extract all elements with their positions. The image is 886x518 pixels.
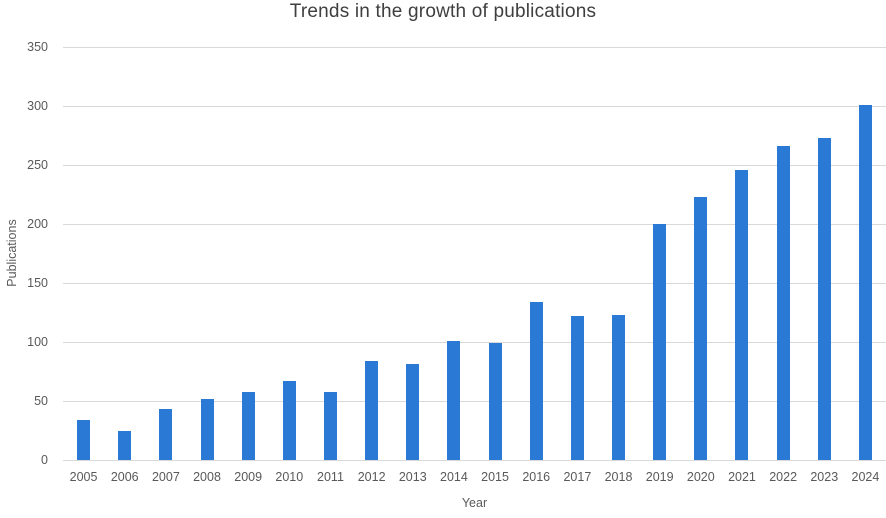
bar-2016 [529, 301, 543, 460]
bar-2006 [118, 430, 132, 460]
bar-2024 [858, 104, 872, 460]
bar-2020 [694, 196, 708, 460]
gridline-200 [63, 223, 886, 225]
x-axis-title: Year [461, 496, 488, 510]
bar-2010 [282, 380, 296, 460]
bar-2018 [612, 314, 626, 460]
x-tick-label-2022: 2022 [769, 470, 798, 484]
bar-2011 [323, 391, 337, 460]
y-tick-label-150: 150 [27, 275, 48, 290]
x-tick-label-2017: 2017 [563, 470, 592, 484]
bar-2019 [653, 224, 667, 460]
x-tick-label-2016: 2016 [522, 470, 551, 484]
x-tick-label-2010: 2010 [275, 470, 304, 484]
x-tick-label-2014: 2014 [440, 470, 468, 484]
x-tick-label-2009: 2009 [234, 470, 263, 484]
x-tick-label-2008: 2008 [193, 470, 221, 484]
chart-title: Trends in the growth of publications [289, 1, 597, 22]
bar-2021 [735, 169, 749, 460]
x-tick-label-2012: 2012 [357, 470, 386, 484]
x-tick-label-2020: 2020 [686, 470, 715, 484]
y-tick-label-250: 250 [27, 157, 48, 172]
x-tick-label-2007: 2007 [151, 470, 180, 484]
x-tick-label-2018: 2018 [604, 470, 633, 484]
x-tick-label-2015: 2015 [481, 470, 509, 484]
x-tick-label-2021: 2021 [728, 470, 756, 484]
bar-2008 [200, 398, 214, 460]
x-tick-label-2013: 2013 [398, 470, 427, 484]
x-tick-label-2006: 2006 [110, 470, 139, 484]
bar-2015 [488, 343, 502, 460]
bar-2012 [365, 360, 379, 460]
bar-2017 [570, 316, 584, 460]
gridline-350 [63, 46, 886, 48]
y-tick-label-350: 350 [27, 39, 48, 54]
y-axis-tick-labels: 0 50 100 150 200 250 300 350 [0, 40, 48, 467]
x-tick-label-2019: 2019 [645, 470, 674, 484]
x-tick-label-2024: 2024 [851, 470, 880, 484]
gridline-300 [63, 105, 886, 107]
gridline-50 [63, 400, 886, 402]
plot-area [63, 46, 886, 461]
x-tick-label-2005: 2005 [69, 470, 98, 484]
x-axis-tick-labels: 2005 2006 2007 2008 2009 2010 2011 2012 2013 2014… [63, 470, 886, 487]
bar-2005 [77, 419, 91, 460]
y-tick-label-300: 300 [27, 98, 48, 113]
x-tick-label-2011: 2011 [317, 470, 344, 484]
bar-2022 [776, 146, 790, 460]
y-tick-label-200: 200 [27, 216, 48, 231]
bar-2023 [817, 137, 831, 460]
y-tick-label-50: 50 [34, 393, 48, 408]
gridline-0 [63, 459, 886, 461]
bar-2014 [447, 340, 461, 460]
bar-2007 [159, 409, 173, 460]
gridline-100 [63, 341, 886, 343]
y-tick-label-0: 0 [41, 452, 48, 467]
gridline-150 [63, 282, 886, 284]
x-tick-label-2023: 2023 [810, 470, 839, 484]
gridline-250 [63, 164, 886, 166]
y-tick-label-100: 100 [27, 334, 48, 349]
bar-2009 [241, 391, 255, 460]
bar-2013 [406, 364, 420, 460]
